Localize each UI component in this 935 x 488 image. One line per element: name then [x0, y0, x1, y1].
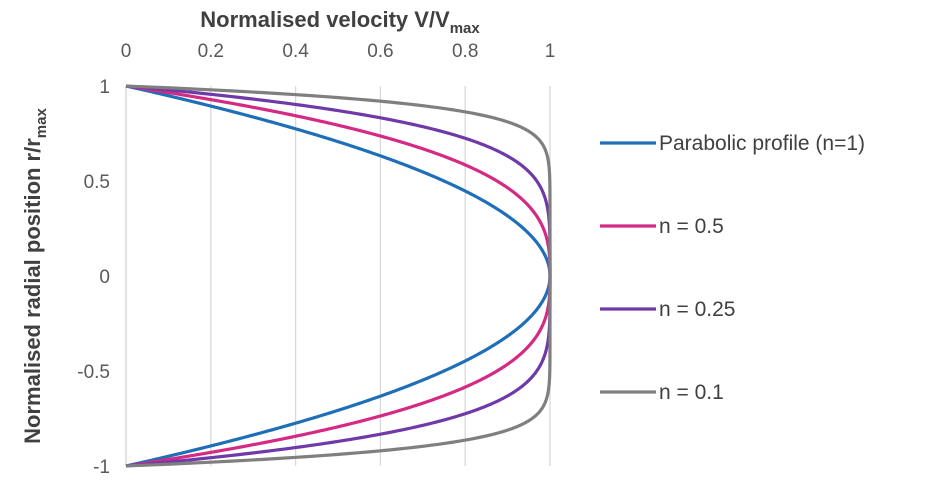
y-tick-label: 0.5 — [84, 172, 110, 193]
x-axis-title: Normalised velocity V/Vmax — [200, 7, 480, 37]
x-tick-label: 0.6 — [367, 41, 393, 62]
x-tick-label: 0.8 — [452, 41, 478, 62]
y-tick-label: 0 — [99, 267, 110, 288]
y-tick-label: -1 — [93, 457, 110, 478]
series-layer — [125, 84, 552, 468]
series-line-4 — [125, 84, 552, 468]
legend-label: n = 0.1 — [659, 381, 724, 404]
x-tick-label: 0.2 — [198, 41, 224, 62]
legend-label: n = 0.5 — [659, 215, 724, 238]
y-axis-title: Normalised radial position r/rmax — [20, 108, 50, 444]
y-tick-label: -0.5 — [77, 362, 110, 383]
series-line-1 — [125, 84, 552, 468]
y-tick-labels: 1 0.5 0 -0.5 -1 — [77, 77, 110, 478]
y-tick-label: 1 — [99, 77, 110, 98]
legend: Parabolic profile (n=1) n = 0.5 n = 0.25 n … — [600, 132, 865, 404]
x-tick-label: 0 — [121, 41, 132, 62]
x-tick-label: 0.4 — [282, 41, 309, 62]
x-tick-label: 1 — [545, 41, 556, 62]
legend-label: n = 0.25 — [659, 298, 735, 321]
legend-label: Parabolic profile (n=1) — [659, 132, 865, 155]
x-tick-labels: 0 0.2 0.4 0.6 0.8 1 — [121, 41, 556, 62]
